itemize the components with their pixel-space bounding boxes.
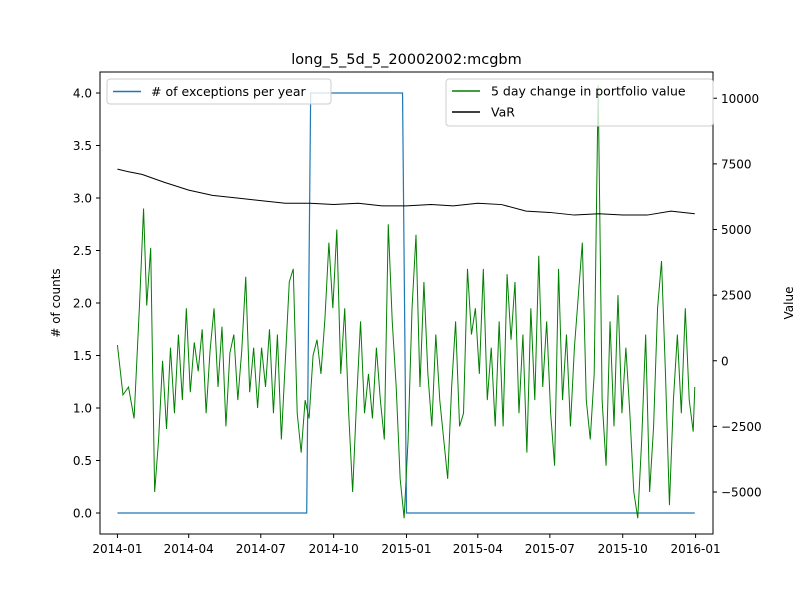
legend-label-portfolio-change: 5 day change in portfolio value — [491, 84, 686, 99]
y-left-tick-label: 3.0 — [73, 192, 92, 206]
y-axis-left-label: # of counts — [49, 268, 63, 337]
series-line-exceptions — [117, 92, 695, 514]
legend-left-box — [106, 78, 332, 105]
series-line-portfolio-change — [116, 85, 696, 519]
y-axis-right-label: Value — [782, 287, 796, 320]
chart-title: long_5_5d_5_20002002:mcgbm — [291, 52, 522, 68]
y-left-tick-label: 2.5 — [73, 244, 92, 258]
y-left-tick-label: 1.0 — [73, 402, 92, 416]
y-right-tick-label: 10000 — [721, 92, 759, 106]
plot-frame — [99, 71, 714, 535]
x-tick-label: 2015-10 — [598, 542, 648, 556]
legend-label-var: VaR — [491, 105, 515, 120]
ticks-layer: 2014-01 2014-04 2014-07 2014-10 2015-01 2015-… — [73, 87, 762, 557]
x-tick-label: 2014-01 — [92, 542, 142, 556]
x-tick-label: 2015-07 — [525, 542, 575, 556]
y-right-tick-label: 2500 — [721, 289, 752, 303]
y-left-tick-label: 1.5 — [73, 349, 92, 363]
legend-right: 5 day change in portfolio value VaR — [445, 78, 714, 127]
y-right-tick-label: 0 — [721, 354, 729, 368]
x-tick-label: 2016-01 — [671, 542, 721, 556]
y-right-tick-label: 7500 — [721, 157, 752, 171]
x-tick-label: 2014-10 — [309, 542, 359, 556]
y-right-tick-label: −2500 — [721, 420, 762, 434]
legend-left: # of exceptions per year — [106, 78, 332, 105]
x-tick-label: 2014-04 — [164, 542, 214, 556]
y-left-tick-label: 2.0 — [73, 297, 92, 311]
y-right-tick-label: −5000 — [721, 486, 762, 500]
x-tick-label: 2015-04 — [453, 542, 503, 556]
y-right-tick-label: 5000 — [721, 223, 752, 237]
legend-label-exceptions: # of exceptions per year — [151, 84, 307, 99]
y-left-tick-label: 0.5 — [73, 454, 92, 468]
x-tick-label: 2015-01 — [381, 542, 431, 556]
series-line-var — [117, 168, 695, 216]
plot-area — [116, 85, 696, 519]
y-left-tick-label: 3.5 — [73, 139, 92, 153]
y-left-tick-label: 0.0 — [73, 507, 92, 521]
y-left-tick-label: 4.0 — [73, 87, 92, 101]
x-tick-label: 2014-07 — [236, 542, 286, 556]
legend-right-box — [445, 78, 714, 127]
